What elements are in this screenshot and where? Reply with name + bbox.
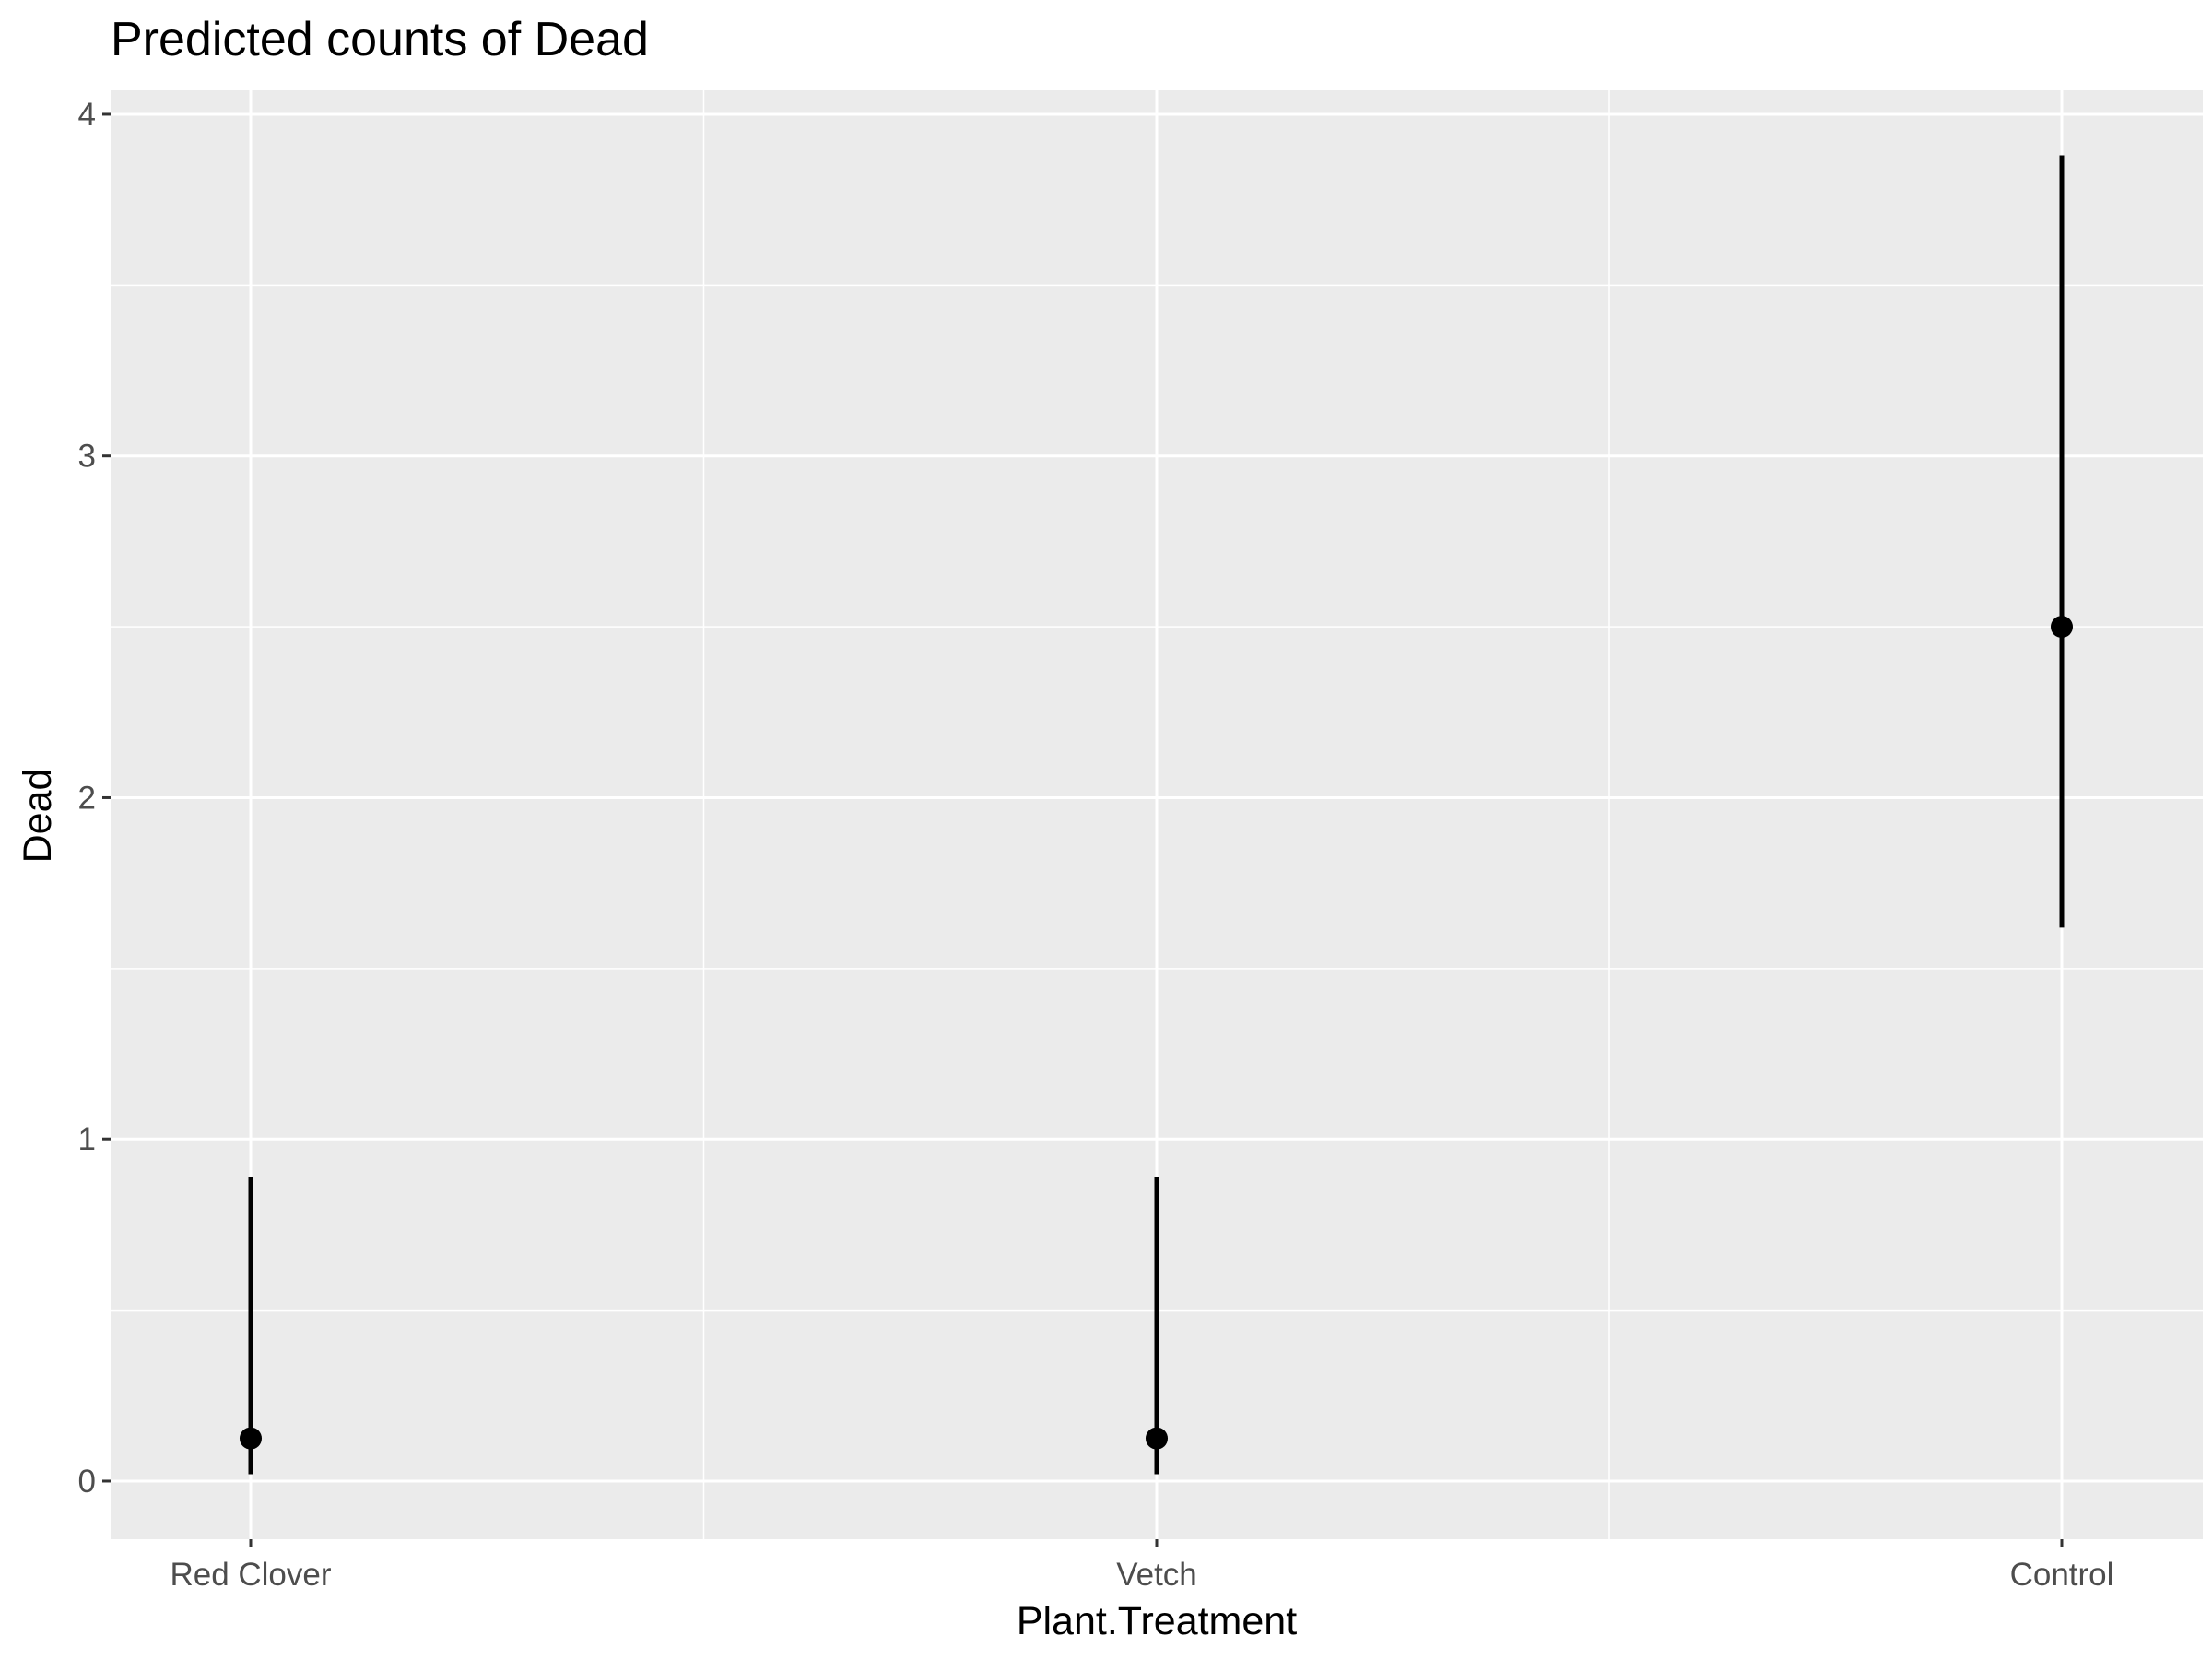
y-tick-label: 1	[78, 1122, 96, 1158]
y-axis: 0 1 2 3 4	[78, 97, 111, 1500]
y-tick-label: 2	[78, 780, 96, 816]
errorbars	[248, 155, 2065, 1475]
point-vetch	[1146, 1427, 1168, 1450]
x-axis: Red Clover Vetch Control	[170, 1539, 2113, 1593]
y-axis-title: Dead	[16, 769, 60, 864]
x-tick-label: Vetch	[1116, 1557, 1197, 1593]
x-tick-label: Control	[2010, 1557, 2114, 1593]
x-axis-title: Plant.Treatment	[1017, 1599, 1297, 1643]
point-control	[2051, 616, 2073, 639]
y-tick-label: 0	[78, 1464, 96, 1500]
points	[240, 616, 2073, 1450]
y-tick-label: 3	[78, 439, 96, 475]
chart-title: Predicted counts of Dead	[111, 13, 649, 66]
x-tick-label: Red Clover	[170, 1557, 331, 1593]
y-tick-label: 4	[78, 97, 96, 133]
point-red-clover	[240, 1427, 262, 1450]
